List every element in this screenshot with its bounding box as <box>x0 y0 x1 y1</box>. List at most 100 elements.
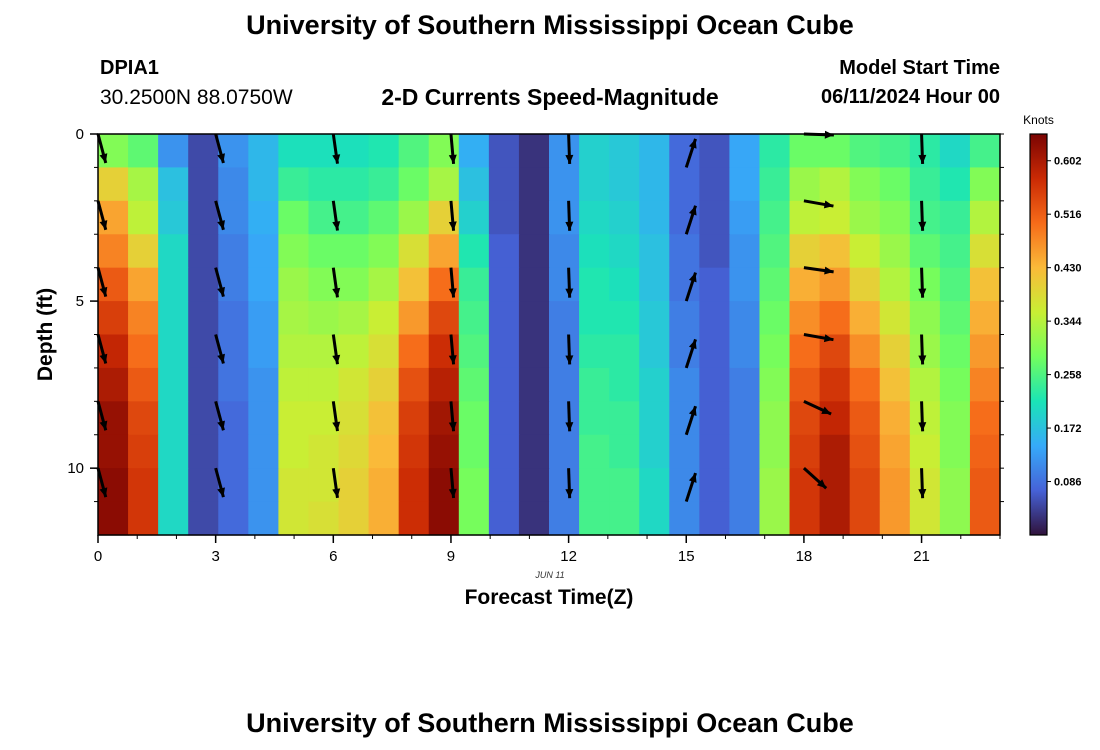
heatmap-cell <box>458 234 490 269</box>
heatmap-cell <box>849 334 881 369</box>
heatmap-cell <box>188 134 219 169</box>
heatmap-cell <box>368 134 400 169</box>
heatmap-cell <box>939 301 971 336</box>
heatmap-cell <box>759 468 791 503</box>
vector-head <box>565 154 574 164</box>
heatmap-cell <box>128 334 159 369</box>
x-tick-label: 0 <box>94 548 102 565</box>
heatmap-cell <box>939 234 971 269</box>
current-vector <box>214 133 225 164</box>
vector-head <box>918 154 927 164</box>
heatmap-cell <box>939 501 971 536</box>
heatmap-cell <box>609 401 640 436</box>
vector-head <box>816 479 827 489</box>
heatmap-cell <box>518 234 550 269</box>
heatmap-cell <box>98 301 129 336</box>
heatmap-cell <box>428 367 460 402</box>
heatmap-cell <box>458 200 490 235</box>
vector-head <box>688 272 697 283</box>
heatmap-cell <box>579 267 610 302</box>
heatmap-cell <box>428 301 460 336</box>
y-tick-label: 10 <box>67 460 84 477</box>
heatmap-cell <box>609 334 640 369</box>
heatmap-cell <box>549 167 580 202</box>
heatmap-cell <box>639 468 670 503</box>
vector-head <box>688 473 697 483</box>
heatmap-cell <box>579 134 610 169</box>
heatmap-cell <box>158 167 189 202</box>
heatmap-cell <box>909 334 941 369</box>
heatmap-cell <box>879 367 911 402</box>
colorbar: Knots 0.602 0.516 0.430 0.344 0.258 0.172 0.08… <box>1023 113 1082 536</box>
heatmap-cell <box>338 501 370 536</box>
heatmap-cell <box>759 267 791 302</box>
heatmap-cell <box>549 468 580 503</box>
heatmap-cell <box>188 401 219 436</box>
heatmap-cell <box>338 401 370 436</box>
heatmap-cell <box>248 167 279 202</box>
vector-head <box>688 339 697 350</box>
heatmap-cell <box>639 434 670 469</box>
heatmap-cell <box>609 167 640 202</box>
heatmap-cell <box>699 134 730 169</box>
heatmap-cell <box>879 267 911 302</box>
heatmap-cell <box>308 434 340 469</box>
heatmap-cell <box>488 401 520 436</box>
heatmap-cell <box>849 501 881 536</box>
heatmap-cell <box>278 401 310 436</box>
heatmap-cell <box>488 200 520 235</box>
heatmap-cell <box>549 501 580 536</box>
heatmap-cell <box>969 401 1001 436</box>
heatmap-cell <box>639 234 670 269</box>
current-vector <box>214 267 225 298</box>
heatmap-cell <box>819 334 851 369</box>
heatmap-cell <box>398 401 430 436</box>
heatmap-cell <box>278 301 310 336</box>
heatmap-cell <box>819 200 851 235</box>
heatmap-cell <box>158 434 189 469</box>
vector-head <box>688 205 697 216</box>
heatmap-cell <box>338 234 370 269</box>
heatmap-cell <box>488 334 520 369</box>
heatmap-cell <box>729 267 761 302</box>
heatmap-cell <box>819 301 851 336</box>
date-annotation: JUN 11 <box>534 570 564 580</box>
heatmap-cell <box>458 401 490 436</box>
heatmap-cell <box>579 401 610 436</box>
heatmap-cell <box>729 334 761 369</box>
vector-head <box>448 421 457 432</box>
vector-head <box>565 489 574 499</box>
heatmap-cell <box>158 200 189 235</box>
vector-head <box>217 353 225 364</box>
current-vector <box>918 468 927 499</box>
heatmap-cell <box>699 434 730 469</box>
heatmap-cell <box>759 367 791 402</box>
vector-head <box>565 288 574 298</box>
heatmap-cell <box>969 501 1001 536</box>
heatmap-cell <box>218 167 249 202</box>
heatmap-cell <box>609 434 640 469</box>
vector-head <box>918 489 927 499</box>
current-vector <box>684 405 697 436</box>
heatmap-cell <box>338 167 370 202</box>
heatmap-cell <box>939 367 971 402</box>
vector-head <box>99 420 108 431</box>
heatmap-cell <box>188 501 219 536</box>
heatmap-cell <box>819 501 851 536</box>
x-tick-label: 21 <box>913 548 930 565</box>
heatmap-cell <box>428 167 460 202</box>
heatmap-cell <box>879 200 911 235</box>
heatmap-cell <box>158 134 189 169</box>
current-vector <box>331 133 341 164</box>
heatmap-cell <box>278 134 310 169</box>
current-vector <box>684 472 697 503</box>
heatmap-cell <box>729 501 761 536</box>
current-vector <box>331 267 341 298</box>
x-tick-label: 9 <box>447 548 455 565</box>
heatmap-cell <box>609 267 640 302</box>
heatmap-cell <box>549 367 580 402</box>
heatmap-cell <box>518 200 550 235</box>
heatmap-cell <box>909 367 941 402</box>
current-vector <box>331 200 341 231</box>
